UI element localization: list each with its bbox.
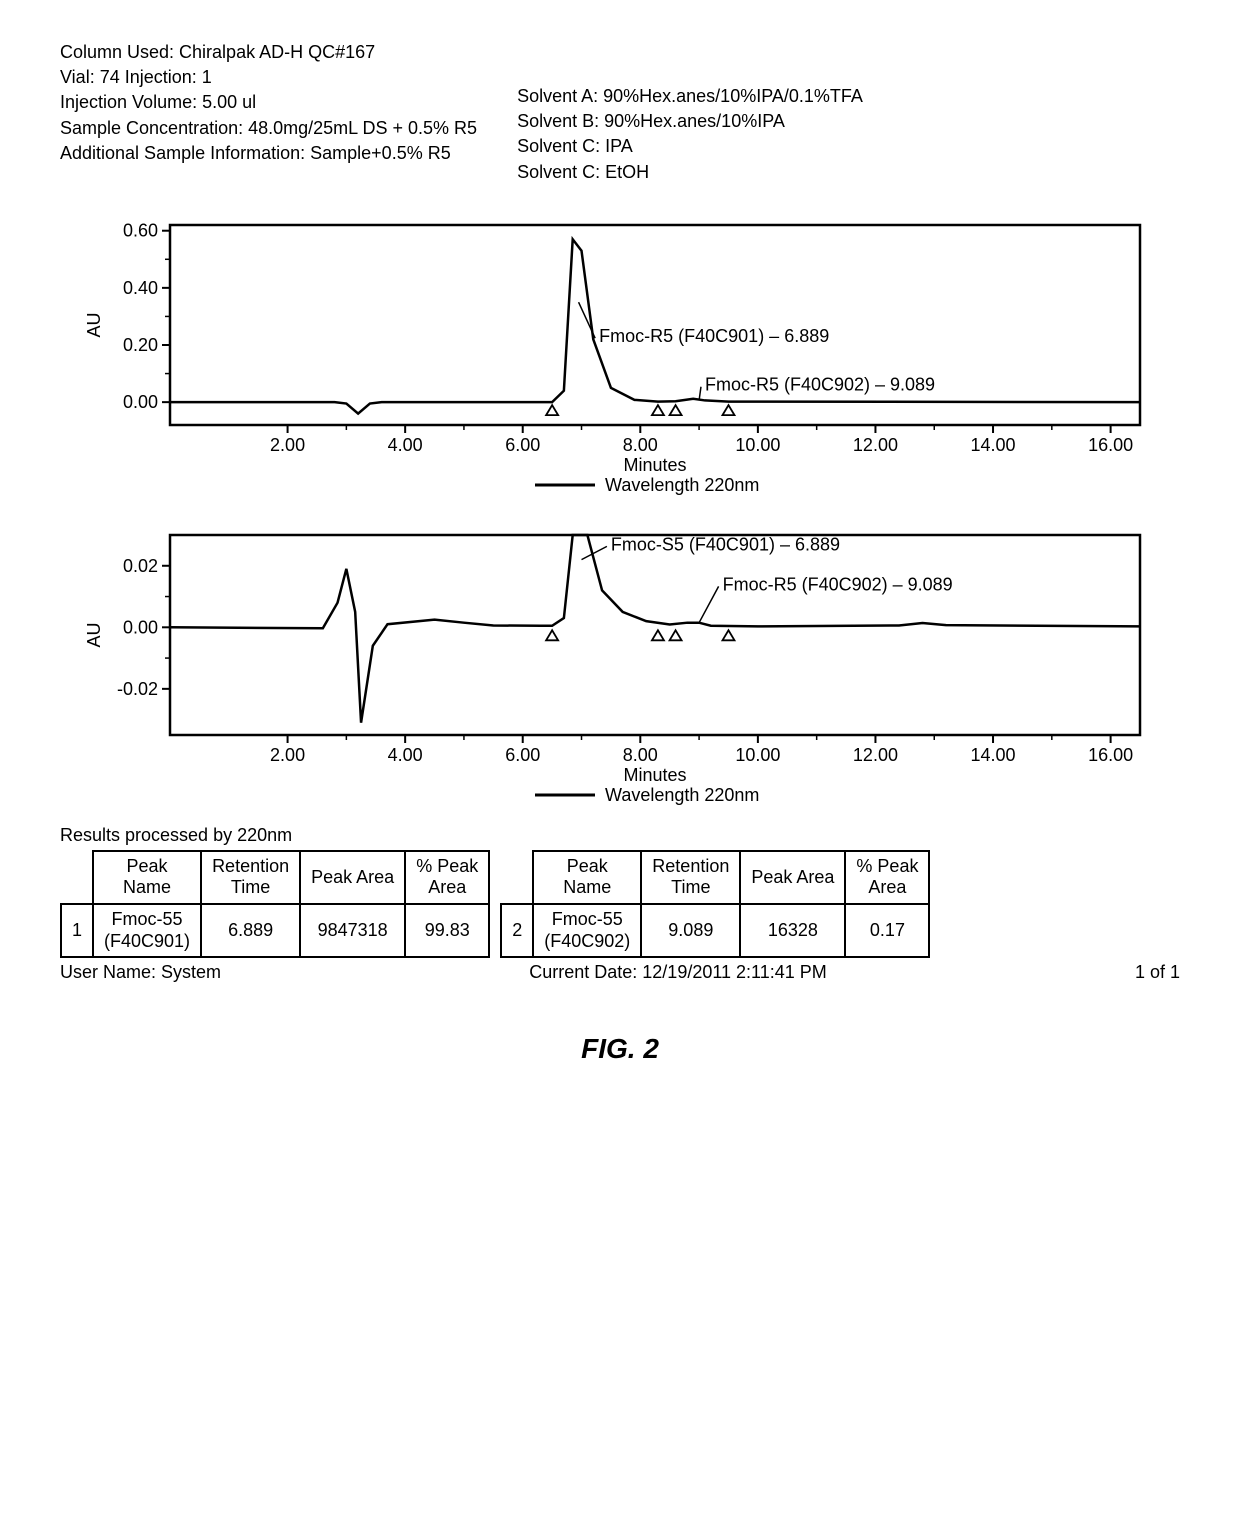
results-table-2: PeakName RetentionTime Peak Area % PeakA… [500, 850, 930, 958]
solvent-c1: Solvent C: IPA [517, 134, 863, 159]
svg-text:2.00: 2.00 [270, 435, 305, 455]
svg-text:Fmoc-S5 (F40C901) – 6.889: Fmoc-S5 (F40C901) – 6.889 [611, 534, 840, 554]
svg-text:0.00: 0.00 [123, 617, 158, 637]
svg-text:Fmoc-R5 (F40C902) – 9.089: Fmoc-R5 (F40C902) – 9.089 [723, 574, 953, 594]
additional-info: Additional Sample Information: Sample+0.… [60, 141, 477, 166]
vial-injection: Vial: 74 Injection: 1 [60, 65, 477, 90]
chart1-svg: 0.00 0.20 0.40 0.60 2.00 4.00 6.00 8.00 10.00 12.… [60, 215, 1160, 495]
svg-text:Fmoc-R5 (F40C902) – 9.089: Fmoc-R5 (F40C902) – 9.089 [705, 374, 935, 394]
col-retention: RetentionTime [641, 851, 740, 904]
svg-text:14.00: 14.00 [971, 745, 1016, 765]
svg-text:Wavelength 220nm: Wavelength 220nm [605, 475, 759, 495]
row-pct: 0.17 [845, 904, 929, 957]
footer: User Name: System Current Date: 12/19/20… [60, 962, 1180, 983]
svg-text:14.00: 14.00 [971, 435, 1016, 455]
column-used: Column Used: Chiralpak AD-H QC#167 [60, 40, 477, 65]
injection-volume: Injection Volume: 5.00 ul [60, 90, 477, 115]
row-area: 9847318 [300, 904, 405, 957]
svg-text:4.00: 4.00 [388, 435, 423, 455]
row-peak-name: Fmoc-55 (F40C901) [93, 904, 201, 957]
svg-text:0.02: 0.02 [123, 556, 158, 576]
svg-text:6.00: 6.00 [505, 745, 540, 765]
row-rt: 9.089 [641, 904, 740, 957]
row-idx: 1 [61, 904, 93, 957]
svg-text:-0.02: -0.02 [117, 679, 158, 699]
chromatogram-1: 0.00 0.20 0.40 0.60 2.00 4.00 6.00 8.00 10.00 12.… [60, 215, 1180, 495]
svg-text:0.00: 0.00 [123, 392, 158, 412]
col-idx [61, 851, 93, 904]
table-row: 2 Fmoc-55 (F40C902) 9.089 16328 0.17 [501, 904, 929, 957]
row-area: 16328 [740, 904, 845, 957]
svg-text:0.40: 0.40 [123, 278, 158, 298]
svg-text:AU: AU [84, 312, 104, 337]
solvent-c2: Solvent C: EtOH [517, 160, 863, 185]
svg-text:12.00: 12.00 [853, 745, 898, 765]
table-row: 1 Fmoc-55 (F40C901) 6.889 9847318 99.83 [61, 904, 489, 957]
svg-text:4.00: 4.00 [388, 745, 423, 765]
results-table-1: PeakName RetentionTime Peak Area % PeakA… [60, 850, 490, 958]
svg-text:2.00: 2.00 [270, 745, 305, 765]
svg-text:8.00: 8.00 [623, 745, 658, 765]
chromatogram-2: -0.02 0.00 0.02 2.00 4.00 6.00 8.00 10.00 12.00 1… [60, 525, 1180, 805]
svg-text:Wavelength 220nm: Wavelength 220nm [605, 785, 759, 805]
col-area: Peak Area [740, 851, 845, 904]
row-peak-name: Fmoc-55 (F40C902) [533, 904, 641, 957]
results-title: Results processed by 220nm [60, 825, 1180, 846]
what-pct: % PeakArea [845, 851, 929, 904]
header: Column Used: Chiralpak AD-H QC#167 Vial:… [60, 40, 1180, 185]
svg-text:8.00: 8.00 [623, 435, 658, 455]
sample-concentration: Sample Concentration: 48.0mg/25mL DS + 0… [60, 116, 477, 141]
svg-text:10.00: 10.00 [735, 435, 780, 455]
col-peak-name: PeakName [93, 851, 201, 904]
current-date: Current Date: 12/19/2011 2:11:41 PM [529, 962, 827, 983]
col-peak-name: PeakName [533, 851, 641, 904]
header-left: Column Used: Chiralpak AD-H QC#167 Vial:… [60, 40, 477, 185]
col-pct: % PeakArea [405, 851, 489, 904]
solvent-a: Solvent A: 90%Hex.anes/10%IPA/0.1%TFA [517, 84, 863, 109]
svg-text:0.20: 0.20 [123, 335, 158, 355]
header-right: Solvent A: 90%Hex.anes/10%IPA/0.1%TFA So… [517, 84, 863, 185]
svg-text:Minutes: Minutes [623, 455, 686, 475]
svg-text:Fmoc-R5 (F40C901) – 6.889: Fmoc-R5 (F40C901) – 6.889 [599, 326, 829, 346]
row-idx: 2 [501, 904, 533, 957]
svg-text:12.00: 12.00 [853, 435, 898, 455]
col-retention: RetentionTime [201, 851, 300, 904]
svg-text:0.60: 0.60 [123, 220, 158, 240]
svg-text:AU: AU [84, 622, 104, 647]
col-area: Peak Area [300, 851, 405, 904]
results-tables: PeakName RetentionTime Peak Area % PeakA… [60, 850, 1180, 958]
solvent-b: Solvent B: 90%Hex.anes/10%IPA [517, 109, 863, 134]
user-name: User Name: System [60, 962, 221, 983]
row-rt: 6.889 [201, 904, 300, 957]
svg-text:6.00: 6.00 [505, 435, 540, 455]
chart2-svg: -0.02 0.00 0.02 2.00 4.00 6.00 8.00 10.00 12.00 1… [60, 525, 1160, 805]
svg-text:10.00: 10.00 [735, 745, 780, 765]
svg-text:16.00: 16.00 [1088, 435, 1133, 455]
svg-text:Minutes: Minutes [623, 765, 686, 785]
row-pct: 99.83 [405, 904, 489, 957]
page-number: 1 of 1 [1135, 962, 1180, 983]
figure-caption: FIG. 2 [60, 1033, 1180, 1065]
svg-text:16.00: 16.00 [1088, 745, 1133, 765]
col-idx [501, 851, 533, 904]
